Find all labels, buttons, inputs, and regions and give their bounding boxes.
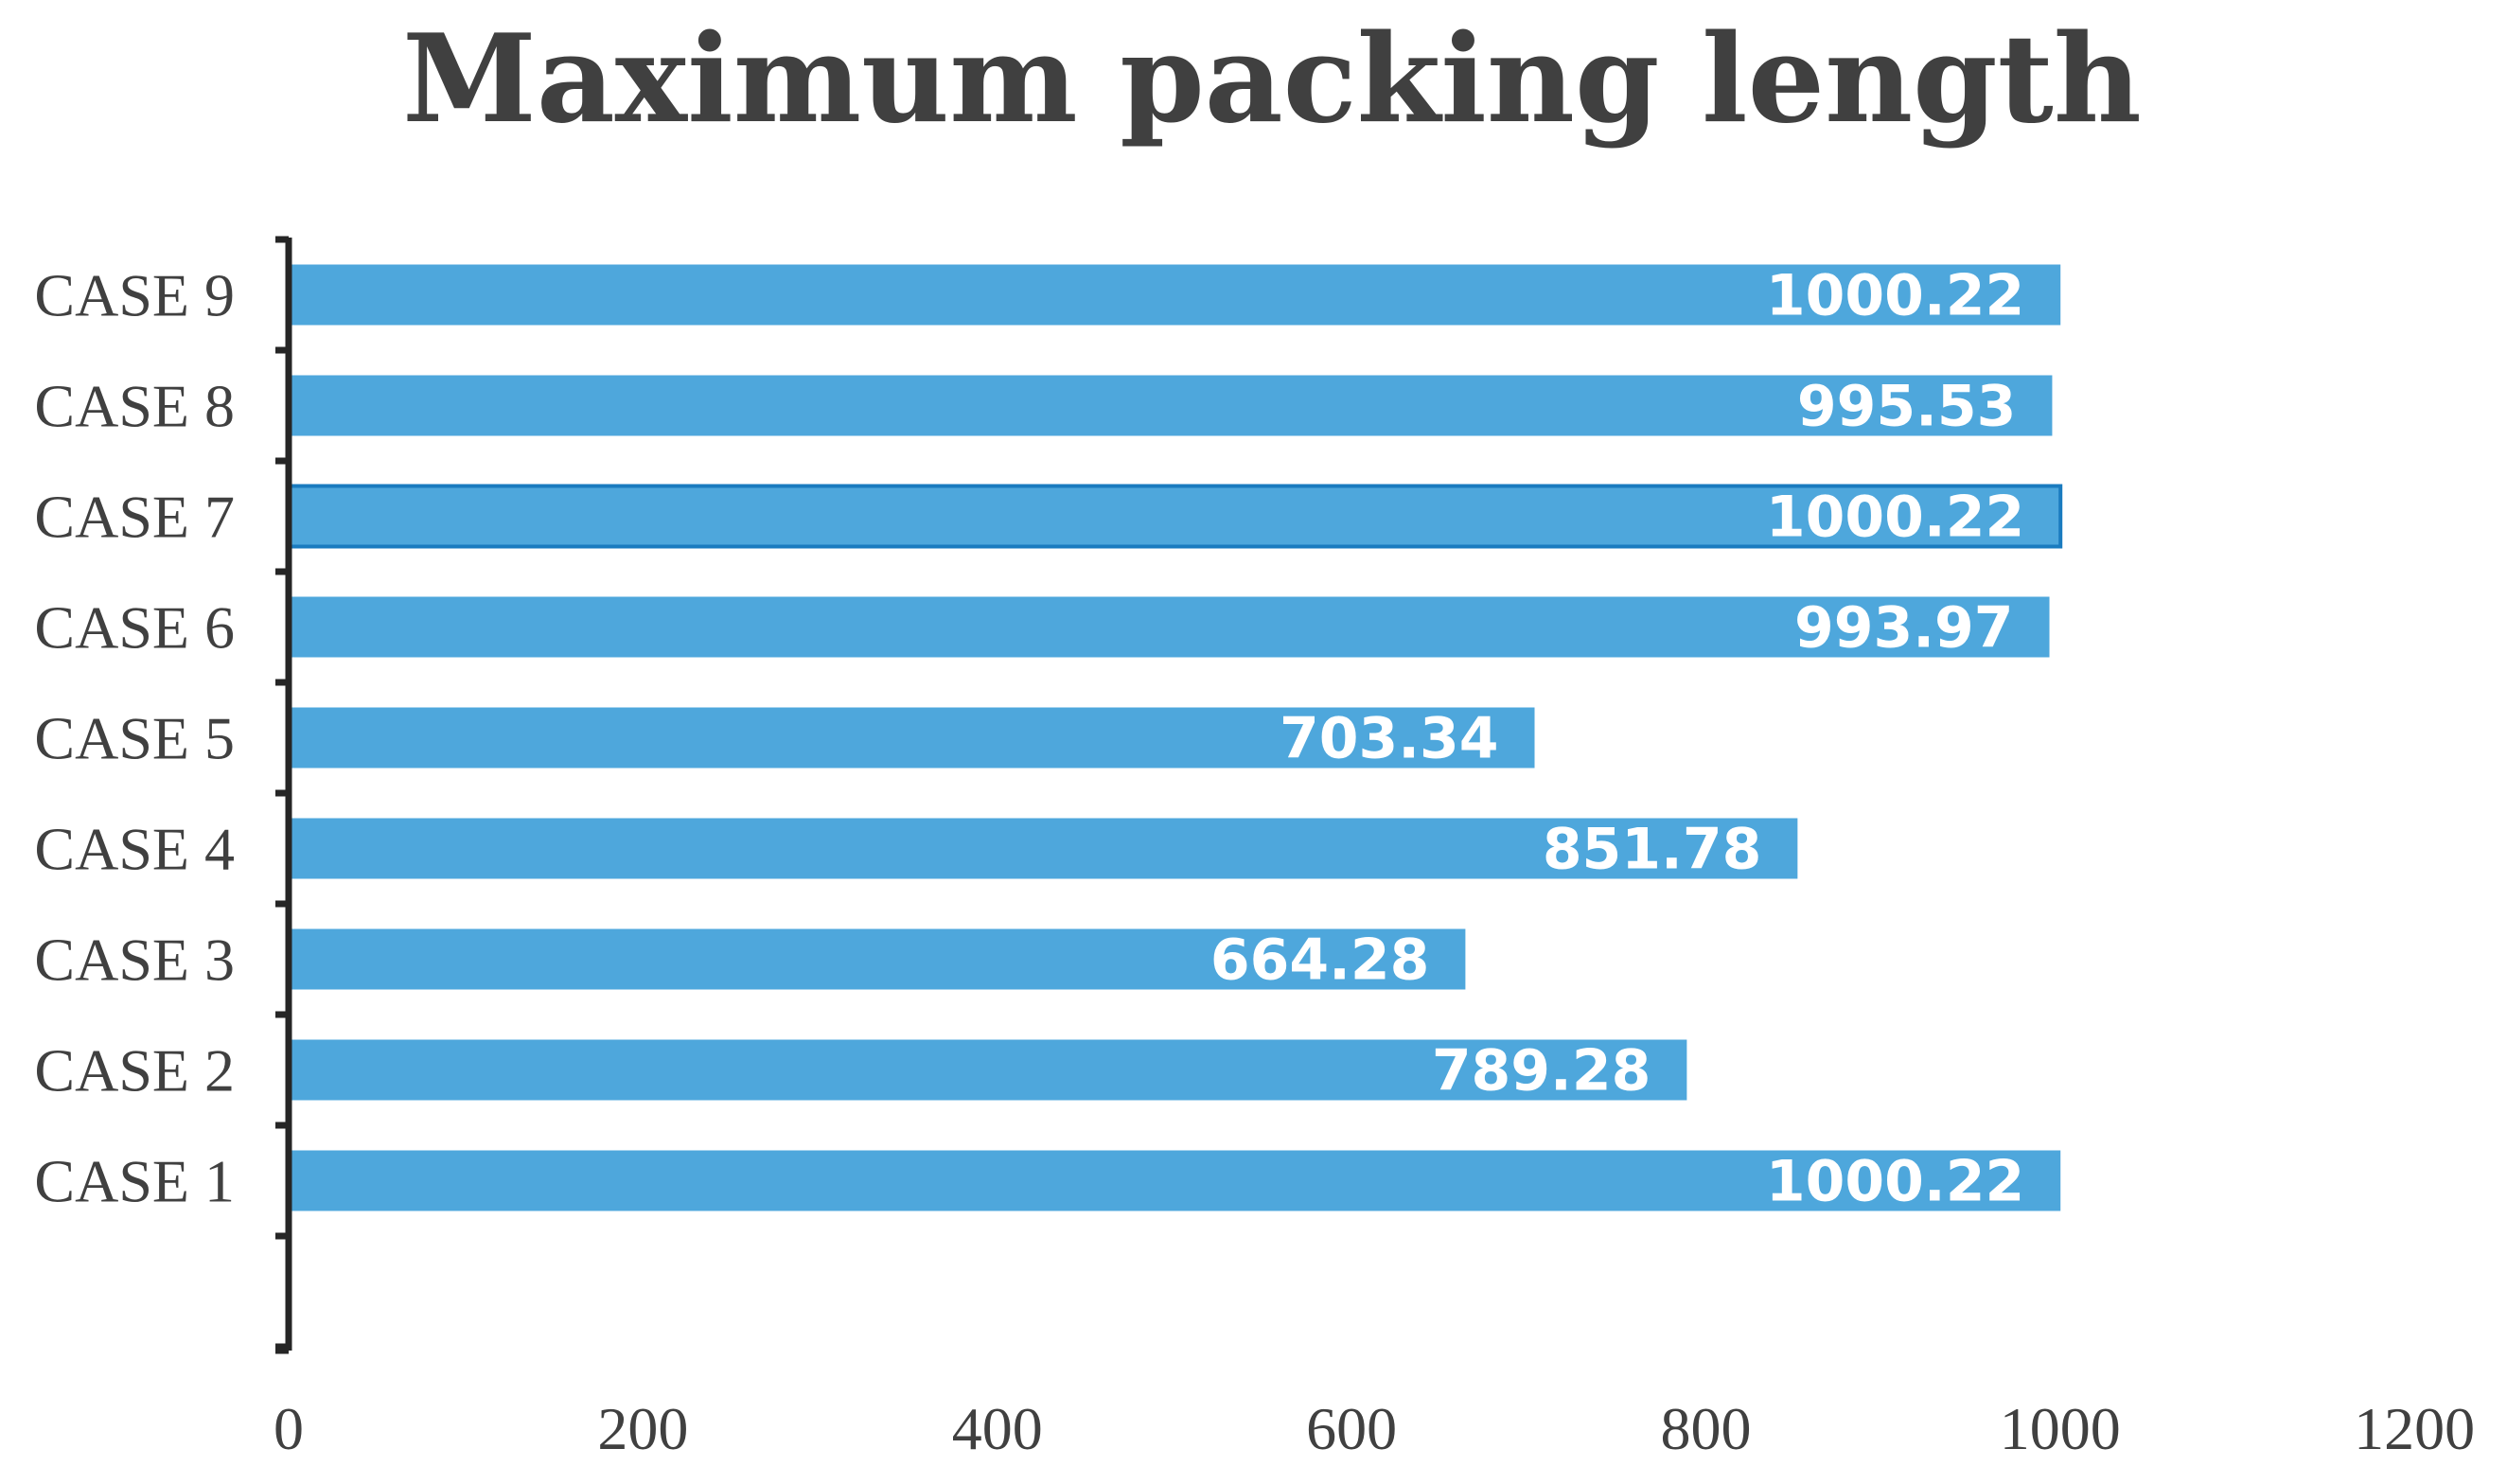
category-label: CASE 4 <box>34 816 235 883</box>
bars-layer <box>287 264 2063 1211</box>
x-tick-label: 400 <box>952 1395 1043 1462</box>
x-tick-label: 600 <box>1306 1395 1397 1462</box>
data-label: 993.97 <box>1794 595 2014 662</box>
data-label: 851.78 <box>1543 817 1762 883</box>
bar-case-5 <box>289 707 1535 768</box>
category-label: CASE 9 <box>34 262 235 329</box>
labels-layer: 1000.22 CASE 1 789.28 CASE 2 664.28 CASE 3 851… <box>34 262 2475 1463</box>
bar-case-8 <box>289 375 2053 436</box>
bar-case-3 <box>289 928 1466 990</box>
data-label: 703.34 <box>1280 706 1499 772</box>
x-tick-label: 1000 <box>2000 1395 2121 1462</box>
x-tick-label: 200 <box>597 1395 688 1462</box>
x-tick-label: 0 <box>274 1395 304 1462</box>
category-label: CASE 3 <box>34 927 235 994</box>
data-label: 789.28 <box>1432 1038 1651 1104</box>
x-tick-label: 1200 <box>2354 1395 2475 1462</box>
bar-case-2 <box>289 1039 1687 1101</box>
category-label: CASE 6 <box>34 594 235 662</box>
category-label: CASE 5 <box>34 705 235 772</box>
chart-title: Maximum packing length <box>402 9 2142 150</box>
data-label: 995.53 <box>1797 374 2017 440</box>
data-label: 664.28 <box>1210 928 1430 994</box>
data-label: 1000.22 <box>1766 1149 2024 1215</box>
data-label: 1000.22 <box>1766 485 2024 551</box>
category-label: CASE 1 <box>34 1148 235 1215</box>
category-label: CASE 2 <box>34 1037 235 1104</box>
bar-case-4 <box>289 818 1798 879</box>
bar-case-9 <box>289 264 2061 326</box>
axis-layer <box>275 236 292 1354</box>
bar-case-1 <box>289 1150 2061 1211</box>
category-label: CASE 8 <box>34 373 235 440</box>
category-label: CASE 7 <box>34 484 235 551</box>
bar-case-6 <box>289 596 2050 658</box>
data-label: 1000.22 <box>1766 263 2024 329</box>
x-tick-label: 800 <box>1660 1395 1751 1462</box>
